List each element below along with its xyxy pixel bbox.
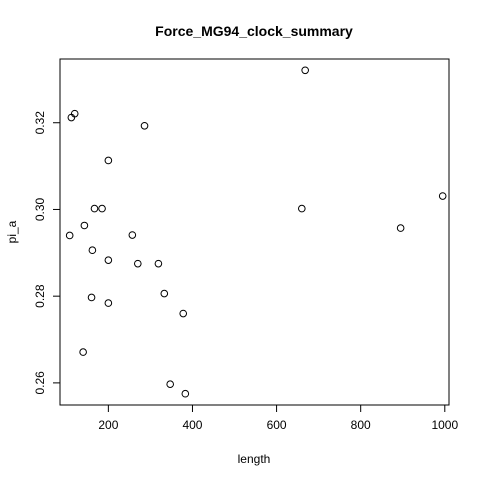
y-tick-label: 0.26 bbox=[33, 371, 47, 395]
data-point bbox=[160, 289, 169, 298]
data-point bbox=[134, 259, 142, 268]
data-point bbox=[87, 293, 96, 302]
x-tick-label: 1000 bbox=[431, 418, 458, 432]
x-tick-label: 400 bbox=[182, 418, 202, 432]
y-axis: 0.26 0.28 0.30 0.32 bbox=[33, 111, 61, 395]
data-point bbox=[179, 309, 188, 318]
y-tick-label: 0.30 bbox=[33, 197, 47, 221]
data-point bbox=[438, 192, 447, 200]
data-point bbox=[396, 224, 405, 232]
x-tick-label: 800 bbox=[351, 418, 371, 432]
data-point bbox=[104, 256, 113, 264]
x-axis: 200 400 600 800 1000 bbox=[98, 404, 458, 432]
data-point bbox=[80, 221, 89, 230]
x-tick-label: 600 bbox=[267, 418, 287, 432]
x-tick-label: 200 bbox=[98, 418, 118, 432]
y-tick-label: 0.28 bbox=[33, 284, 47, 308]
data-point bbox=[104, 156, 113, 165]
data-point bbox=[70, 109, 79, 118]
data-point bbox=[301, 66, 309, 75]
chart-title: Force_MG94_clock_summary bbox=[155, 23, 353, 39]
data-point bbox=[88, 246, 97, 255]
x-axis-title: length bbox=[238, 452, 271, 466]
y-axis-title: pi_a bbox=[5, 220, 19, 243]
data-point bbox=[154, 259, 163, 268]
data-point bbox=[79, 348, 87, 356]
data-point bbox=[98, 204, 106, 213]
data-point bbox=[298, 204, 306, 213]
data-point bbox=[65, 231, 74, 240]
data-point bbox=[181, 389, 190, 398]
data-point bbox=[140, 121, 149, 130]
y-tick-label: 0.32 bbox=[33, 111, 47, 135]
data-point bbox=[104, 299, 113, 307]
data-point bbox=[128, 231, 137, 239]
plot-frame bbox=[59, 58, 450, 406]
data-points bbox=[65, 66, 447, 398]
data-point bbox=[166, 380, 174, 388]
data-point bbox=[90, 204, 99, 213]
